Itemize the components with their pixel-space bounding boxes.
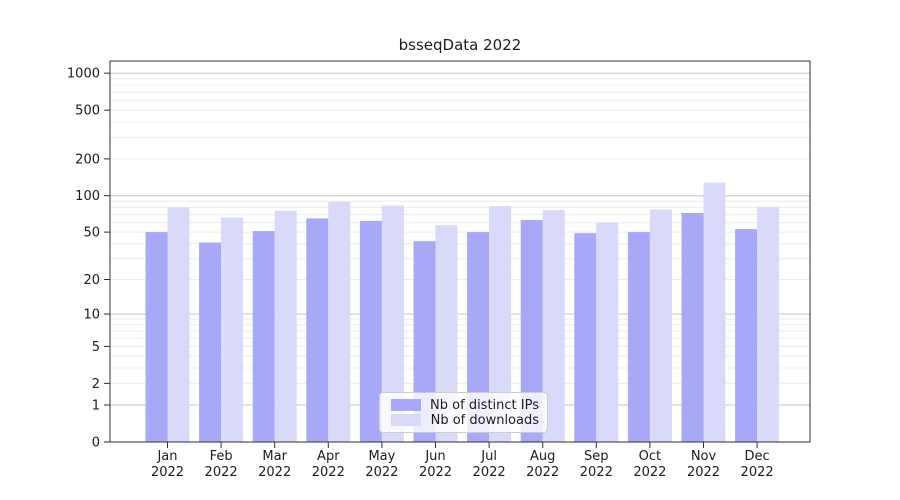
legend-label-ips: Nb of distinct IPs [430,397,539,413]
bar-ips-5 [413,241,436,442]
bar-downloads-2 [274,210,297,442]
x-tick-label: Sep 2022 [580,449,613,480]
y-tick-label: 50 [83,226,100,241]
bar-ips-0 [145,232,168,442]
bar-downloads-8 [596,222,619,442]
bar-ips-9 [627,232,650,442]
y-tick-label: 0 [92,436,100,451]
legend-swatch-ips [391,399,421,411]
legend-label-downloads: Nb of downloads [430,412,539,428]
y-tick-label: 200 [75,152,100,167]
x-tick-label: Nov 2022 [687,449,720,480]
x-tick-label: Jul 2022 [473,449,506,480]
bar-ips-3 [306,218,329,442]
x-tick-label: Jan 2022 [151,449,184,480]
y-tick-label: 1000 [67,67,100,82]
bar-downloads-0 [167,207,190,442]
bar-downloads-7 [542,210,565,442]
bar-downloads-1 [221,217,244,442]
bar-ips-8 [574,233,597,442]
bar-downloads-9 [649,209,672,442]
plot-frame [109,60,811,443]
bar-ips-1 [199,242,222,442]
y-tick-label: 20 [83,273,100,288]
bar-ips-7 [520,220,543,442]
bar-downloads-4 [381,205,404,442]
x-tick-label: Aug 2022 [526,449,559,480]
bar-ips-6 [467,232,490,442]
x-tick-label: Dec 2022 [741,449,774,480]
y-tick-label: 500 [75,104,100,119]
bar-ips-2 [252,231,275,442]
x-tick-label: Apr 2022 [312,449,345,480]
bar-ips-10 [681,213,704,442]
x-tick-label: Feb 2022 [205,449,238,480]
bar-downloads-11 [757,206,780,442]
x-tick-label: Jun 2022 [419,449,452,480]
y-tick-label: 1 [92,399,100,414]
bar-downloads-3 [328,201,351,442]
legend-row-ips: Nb of distinct IPs [391,397,539,413]
chart-title: bsseqData 2022 [398,36,522,54]
bar-ips-4 [359,220,382,442]
bar-downloads-6 [489,206,512,442]
y-tick-label: 5 [92,340,100,355]
legend-row-downloads: Nb of downloads [391,412,539,428]
bar-downloads-10 [703,182,726,442]
bar-ips-11 [735,229,758,442]
y-tick-label: 100 [75,189,100,204]
y-tick-label: 10 [83,308,100,323]
bar-downloads-5 [435,225,458,442]
x-tick-label: Oct 2022 [633,449,666,480]
x-tick-label: May 2022 [365,449,398,480]
legend: Nb of distinct IPs Nb of downloads [379,392,548,433]
y-tick-label: 2 [92,377,100,392]
x-tick-label: Mar 2022 [258,449,291,480]
legend-swatch-downloads [391,414,421,426]
